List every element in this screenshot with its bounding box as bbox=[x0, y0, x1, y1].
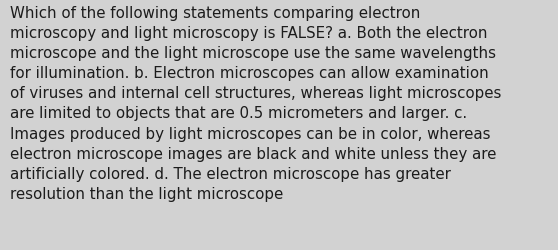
Text: Which of the following statements comparing electron
microscopy and light micros: Which of the following statements compar… bbox=[10, 6, 502, 201]
